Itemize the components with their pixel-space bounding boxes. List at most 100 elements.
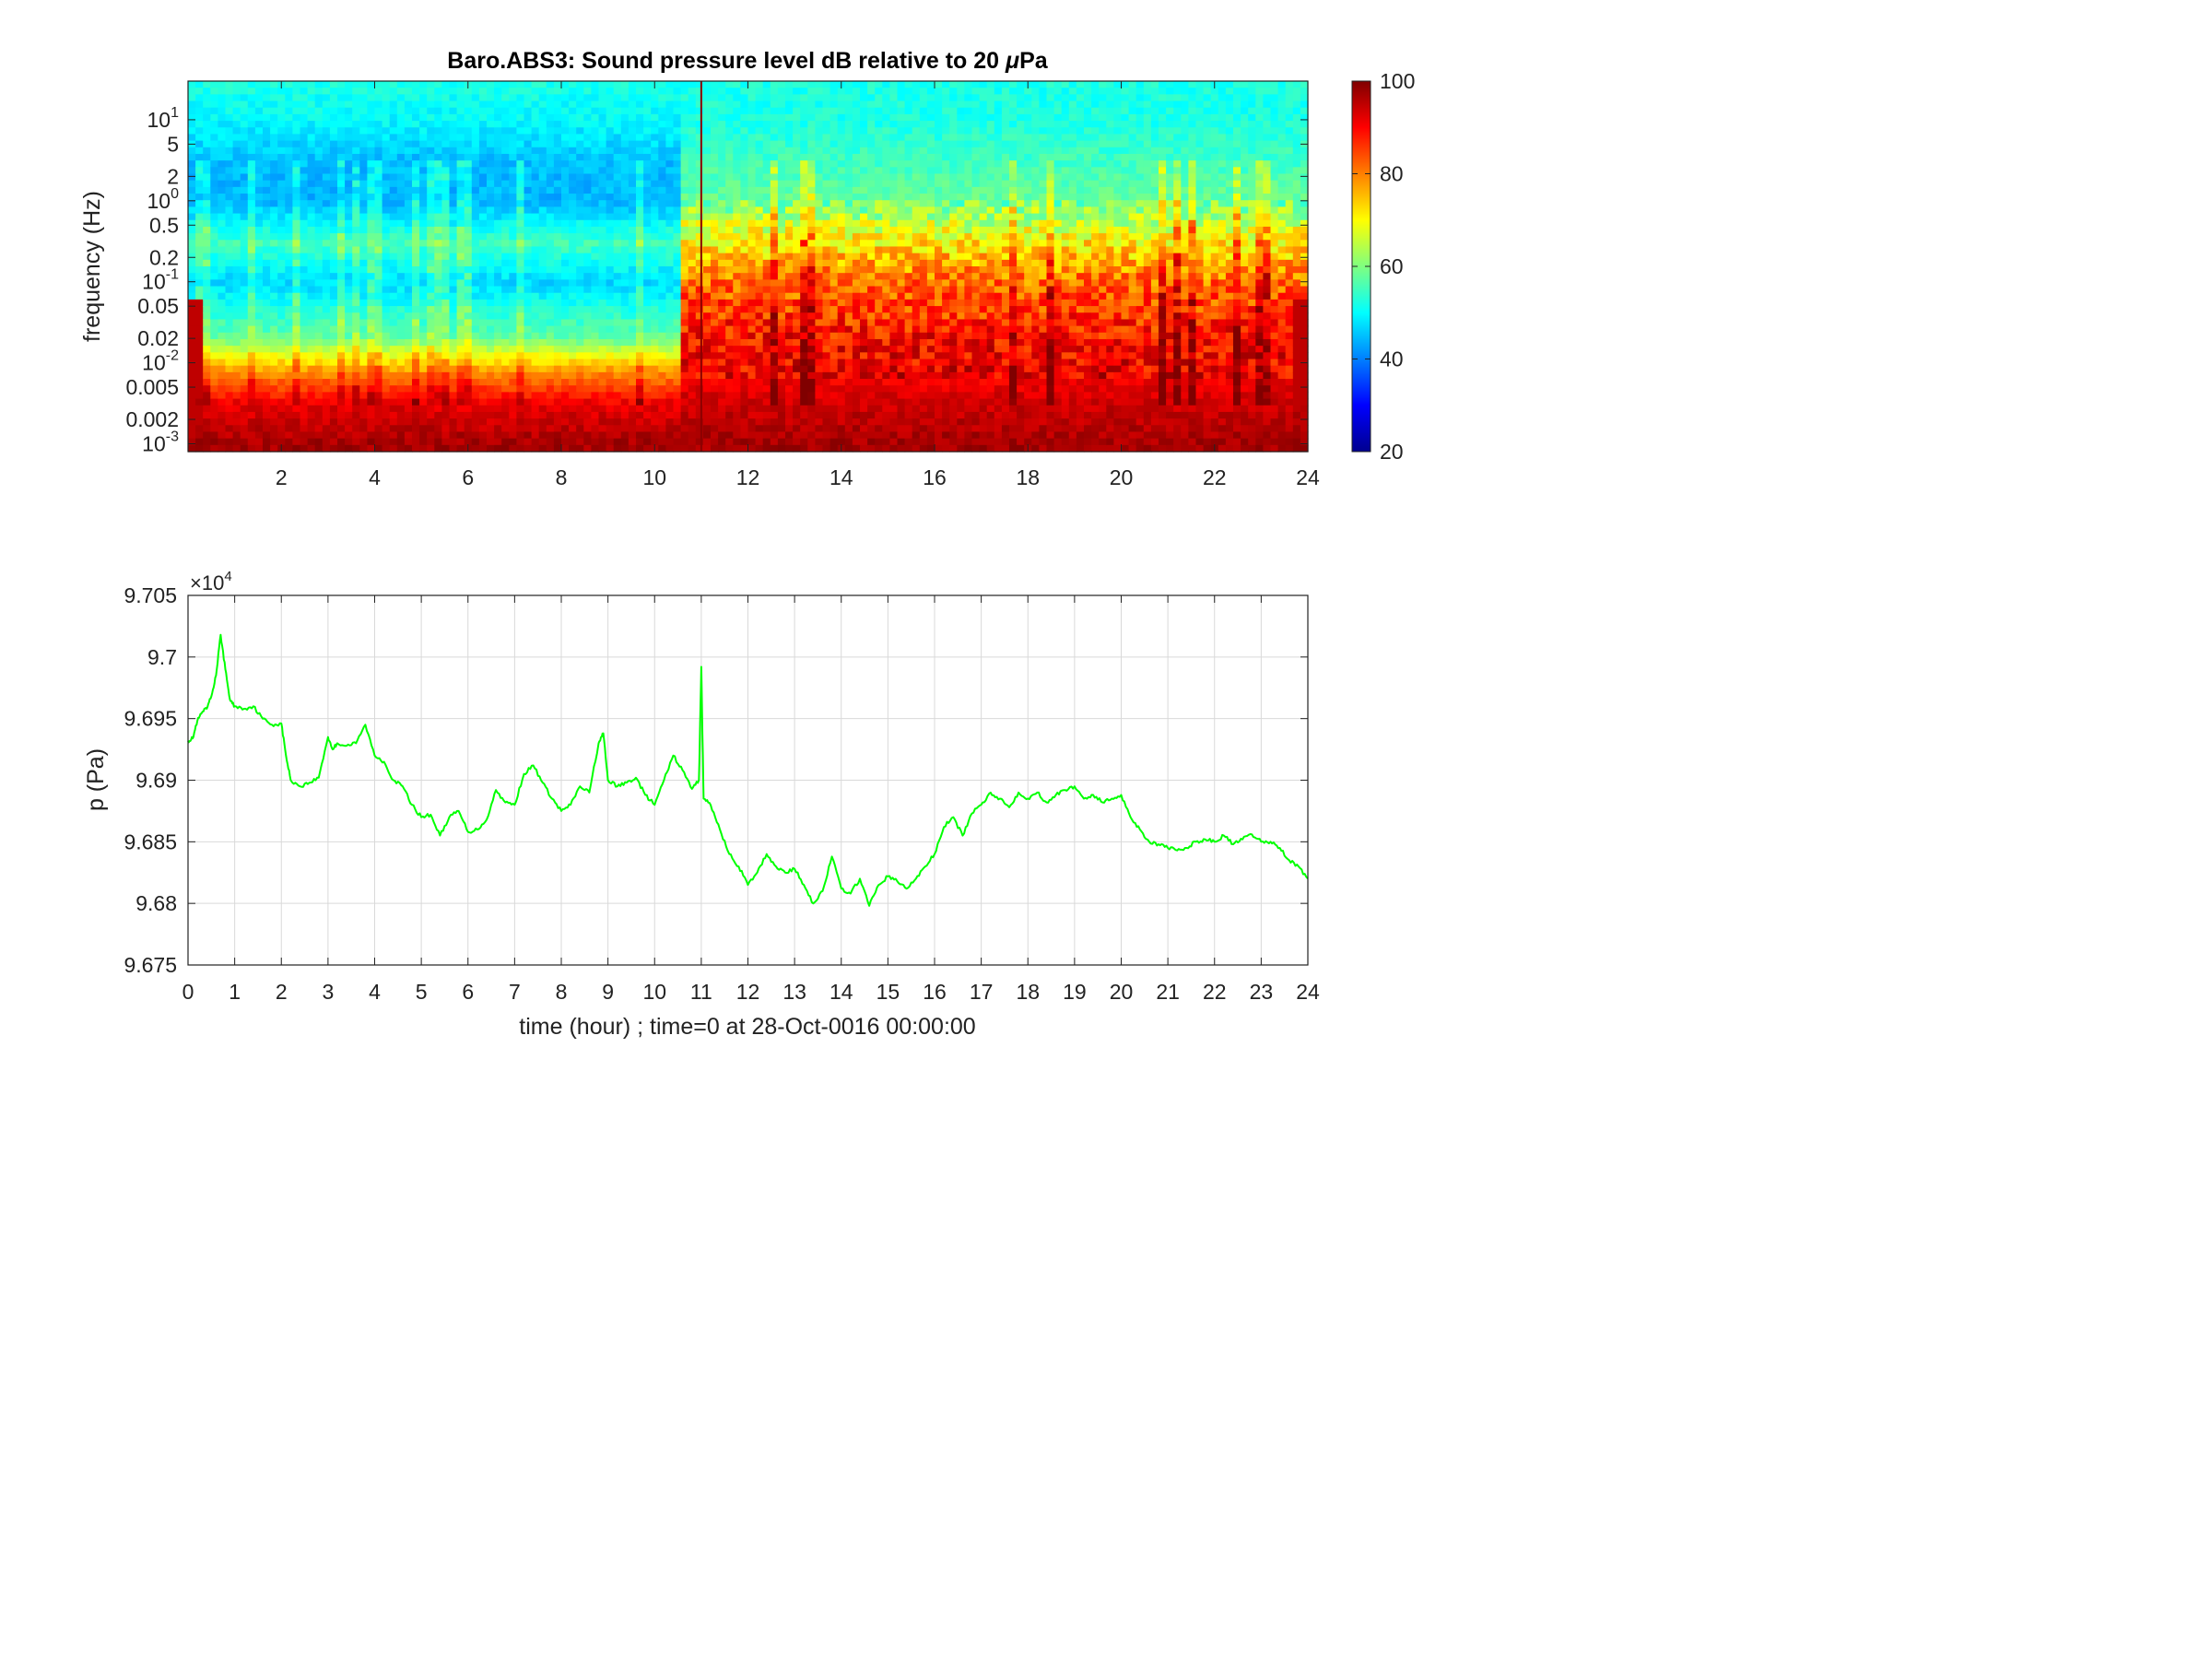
pressure-x-tick: 5 <box>416 595 428 1004</box>
spectrogram-y-tick: 101 <box>147 105 1308 132</box>
spectrogram-ylabel: frequency (Hz) <box>79 191 105 342</box>
spectrogram-y-tick: 0.005 <box>125 375 1308 399</box>
pressure-y-multiplier: ×104 <box>190 569 232 594</box>
pressure-x-tick: 4 <box>369 595 381 1004</box>
pressure-x-tick: 18 <box>1016 595 1040 1004</box>
pressure-x-tick: 6 <box>462 595 474 1004</box>
spectrogram-x-tick-label: 12 <box>736 465 760 489</box>
spectrogram-x-tick: 12 <box>736 81 760 489</box>
spectrogram-axes-frame <box>187 80 1309 453</box>
spectrogram-y-tick-label: 0.05 <box>137 294 179 318</box>
pressure-x-tick: 20 <box>1110 595 1133 1004</box>
colorbar: 20 40 60 80 100 <box>1351 69 1415 464</box>
pressure-x-tick-label: 13 <box>782 980 806 1004</box>
pressure-x-tick-label: 7 <box>509 980 521 1004</box>
spectrogram-y-tick: 0.05 <box>137 294 1308 318</box>
spectrogram-y-tick-label: 0.002 <box>125 407 179 431</box>
colorbar-tick: 40 <box>1352 347 1404 371</box>
pressure-y-ticks: 9.675 9.68 9.685 9.69 9.695 9.7 9.705 <box>124 583 1308 977</box>
pressure-x-tick-label: 10 <box>642 980 666 1004</box>
pressure-x-tick-label: 2 <box>276 980 288 1004</box>
pressure-x-tick: 11 <box>690 595 712 1004</box>
pressure-y-tick-label: 9.7 <box>147 645 177 669</box>
spectrogram-y-tick: 10-1 <box>142 267 1308 294</box>
pressure-y-tick-label: 9.685 <box>124 830 177 853</box>
pressure-xlabel: time (hour) ; time=0 at 28-Oct-0016 00:0… <box>519 1014 975 1040</box>
spectrogram-y-tick: 0.2 <box>149 245 1308 269</box>
pressure-x-tick: 24 <box>1296 595 1320 1004</box>
spectrogram-y-tick-label: 0.02 <box>137 326 179 350</box>
pressure-y-tick-label: 9.68 <box>135 891 177 915</box>
spectrogram-x-tick: 14 <box>830 81 853 489</box>
pressure-x-ticks: 0 1 2 3 4 5 6 7 8 9 10 11 12 13 14 15 16 17 18 19 20 21 22 23 24 <box>182 595 1320 1004</box>
colorbar-tick-label: 100 <box>1380 69 1415 93</box>
colorbar-tick: 80 <box>1352 162 1404 186</box>
spectrogram-title: Baro.ABS3: Sound pressure level dB relat… <box>447 48 1049 74</box>
pressure-x-tick-label: 14 <box>830 980 853 1004</box>
colorbar-tick-label: 40 <box>1380 347 1404 371</box>
colorbar-tick: 20 <box>1352 440 1404 464</box>
pressure-x-tick: 14 <box>830 595 853 1004</box>
pressure-x-tick: 16 <box>923 595 947 1004</box>
spectrogram-x-tick: 22 <box>1203 81 1227 489</box>
pressure-x-tick: 3 <box>322 595 334 1004</box>
pressure-x-tick-label: 8 <box>556 980 568 1004</box>
spectrogram-y-tick-label: 0.005 <box>125 375 179 399</box>
spectrogram-x-ticks: 2 4 6 8 10 12 14 16 18 20 22 24 <box>276 81 1320 489</box>
pressure-y-tick-label: 9.675 <box>124 953 177 977</box>
pressure-y-tick: 9.685 <box>124 830 1308 853</box>
spectrogram-heatmap <box>188 81 1309 453</box>
pressure-x-tick-label: 19 <box>1063 980 1087 1004</box>
spectrogram-y-tick: 10-3 <box>142 429 1308 455</box>
pressure-x-tick: 10 <box>642 595 666 1004</box>
colorbar-tick: 60 <box>1352 254 1404 278</box>
spectrogram-x-tick-label: 8 <box>556 465 568 489</box>
spectrogram-y-tick-label: 10-3 <box>142 429 179 455</box>
colorbar-tick: 100 <box>1352 69 1415 93</box>
colorbar-tick-label: 20 <box>1380 440 1404 464</box>
spectrogram-x-tick: 20 <box>1110 81 1133 489</box>
pressure-y-tick: 9.68 <box>135 891 1308 915</box>
spectrogram-y-tick-label: 10-1 <box>142 267 179 294</box>
pressure-y-tick-label: 9.695 <box>124 707 177 731</box>
pressure-x-tick-label: 18 <box>1016 980 1040 1004</box>
pressure-x-tick-label: 17 <box>970 980 994 1004</box>
spectrogram-x-tick: 18 <box>1016 81 1040 489</box>
spectrogram-y-tick-label: 100 <box>147 186 180 213</box>
spectrogram-x-tick: 10 <box>642 81 666 489</box>
pressure-y-tick: 9.695 <box>124 707 1308 731</box>
spectrogram-x-tick-label: 6 <box>462 465 474 489</box>
pressure-x-tick-label: 3 <box>322 980 334 1004</box>
pressure-x-tick: 9 <box>602 595 614 1004</box>
pressure-y-tick-label: 9.705 <box>124 583 177 607</box>
pressure-x-tick: 1 <box>229 595 241 1004</box>
spectrogram-x-tick: 4 <box>369 81 381 489</box>
spectrogram-x-tick: 16 <box>923 81 947 489</box>
spectrogram-x-tick-label: 22 <box>1203 465 1227 489</box>
pressure-x-tick: 17 <box>970 595 994 1004</box>
colorbar-tick-label: 80 <box>1380 162 1404 186</box>
spectrogram-x-tick-label: 10 <box>642 465 666 489</box>
pressure-y-tick: 9.675 <box>124 953 1308 977</box>
pressure-x-tick: 13 <box>782 595 806 1004</box>
spectrogram-panel: Baro.ABS3: Sound pressure level dB relat… <box>79 48 1320 489</box>
pressure-x-tick-label: 1 <box>229 980 241 1004</box>
spectrogram-y-tick: 0.5 <box>149 213 1308 237</box>
pressure-x-tick-label: 16 <box>923 980 947 1004</box>
pressure-x-tick: 8 <box>556 595 568 1004</box>
pressure-x-tick-label: 6 <box>462 980 474 1004</box>
pressure-x-tick: 12 <box>736 595 759 1004</box>
pressure-x-tick: 0 <box>182 595 194 1004</box>
pressure-x-tick-label: 15 <box>877 980 900 1004</box>
colorbar-ticks: 20 40 60 80 100 <box>1352 69 1415 464</box>
pressure-y-tick: 9.69 <box>135 769 1308 793</box>
spectrogram-y-tick: 5 <box>167 132 1308 156</box>
spectrogram-x-tick: 6 <box>462 81 474 489</box>
spectrogram-x-tick-label: 14 <box>830 465 853 489</box>
pressure-y-tick: 9.7 <box>147 645 1308 669</box>
spectrogram-y-tick-label: 0.2 <box>149 245 179 269</box>
pressure-x-tick-label: 9 <box>602 980 614 1004</box>
pressure-x-tick-label: 5 <box>416 980 428 1004</box>
